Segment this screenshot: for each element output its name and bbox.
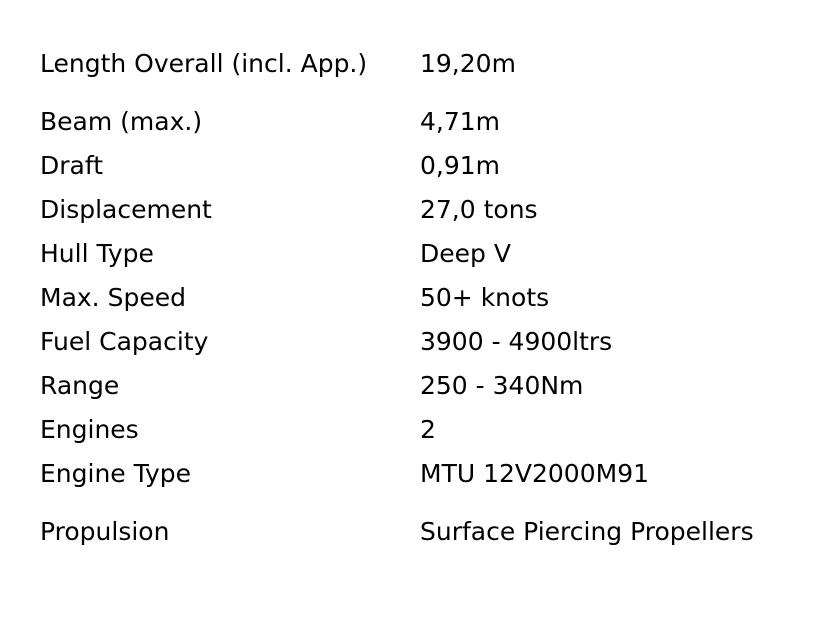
table-row: Length Overall (incl. App.) 19,20m xyxy=(0,28,830,100)
table-row: Beam (max.) 4,71m xyxy=(0,100,830,144)
table-row: Range 250 - 340Nm xyxy=(0,364,830,408)
table-row: Hull Type Deep V xyxy=(0,232,830,276)
spec-value: 4,71m xyxy=(420,107,501,137)
spec-value: MTU 12V2000M91 xyxy=(420,459,650,489)
specification-table-body: Length Overall (incl. App.) 19,20m Beam … xyxy=(0,28,830,568)
spec-label: Engine Type xyxy=(40,459,192,489)
spec-label: Beam (max.) xyxy=(40,107,203,137)
table-row: Engine Type MTU 12V2000M91 xyxy=(0,452,830,496)
spec-value: 0,91m xyxy=(420,151,501,181)
specification-table: Length Overall (incl. App.) 19,20m Beam … xyxy=(0,28,830,568)
spec-value: 50+ knots xyxy=(420,283,550,313)
spec-label: Fuel Capacity xyxy=(40,327,209,357)
spec-label: Propulsion xyxy=(40,517,170,547)
spec-value: Deep V xyxy=(420,239,511,269)
spec-label: Max. Speed xyxy=(40,283,186,313)
spec-label: Displacement xyxy=(40,195,212,225)
table-row: Displacement 27,0 tons xyxy=(0,188,830,232)
table-row: Propulsion Surface Piercing Propellers xyxy=(0,496,830,568)
spec-value: 2 xyxy=(420,415,436,445)
spec-label: Draft xyxy=(40,151,104,181)
spec-label: Engines xyxy=(40,415,139,445)
spec-label: Hull Type xyxy=(40,239,154,269)
spec-value: 19,20m xyxy=(420,49,516,79)
spec-value: 3900 - 4900ltrs xyxy=(420,327,613,357)
table-row: Fuel Capacity 3900 - 4900ltrs xyxy=(0,320,830,364)
table-row: Engines 2 xyxy=(0,408,830,452)
spec-value: 27,0 tons xyxy=(420,195,538,225)
table-row: Draft 0,91m xyxy=(0,144,830,188)
spec-label: Range xyxy=(40,371,120,401)
table-row: Max. Speed 50+ knots xyxy=(0,276,830,320)
spec-label: Length Overall (incl. App.) xyxy=(40,49,368,79)
spec-value: 250 - 340Nm xyxy=(420,371,584,401)
spec-value: Surface Piercing Propellers xyxy=(420,517,754,547)
